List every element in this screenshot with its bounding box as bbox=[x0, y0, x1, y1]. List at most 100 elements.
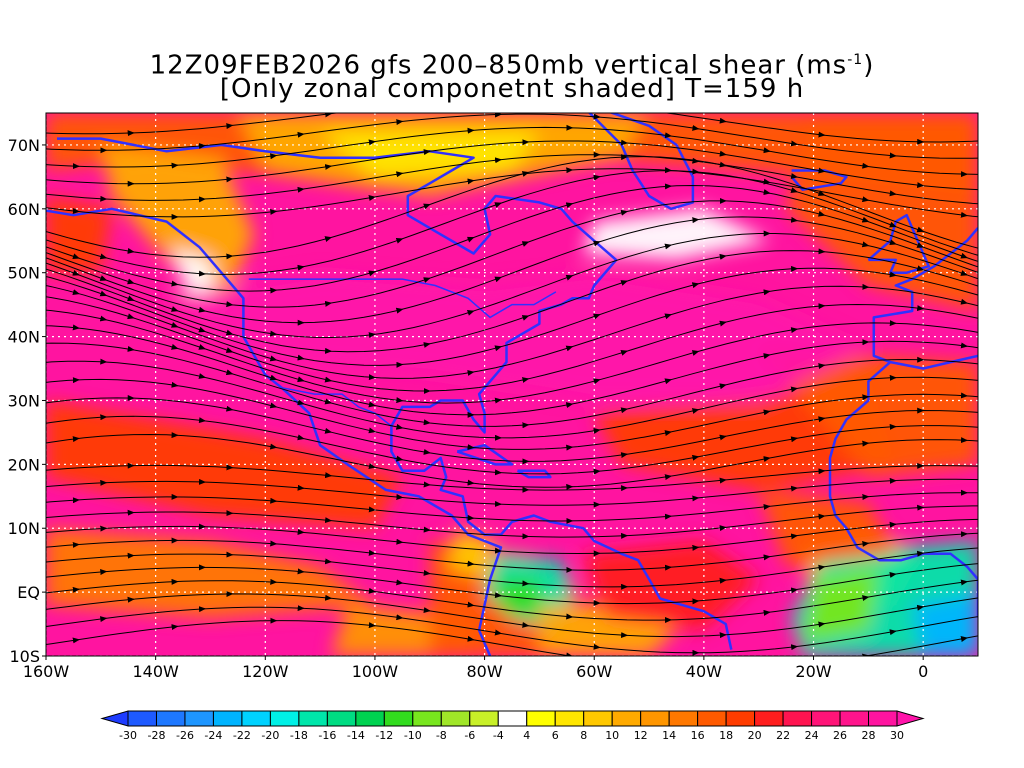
streamline-arrow bbox=[269, 355, 278, 362]
streamline-arrow bbox=[226, 301, 234, 308]
shading-region bbox=[46, 196, 112, 273]
streamline-arrow bbox=[916, 604, 925, 611]
streamline-arrow bbox=[198, 143, 206, 150]
streamline bbox=[46, 464, 978, 491]
streamline-arrow bbox=[862, 540, 870, 547]
colorbar-swatch bbox=[497, 710, 528, 727]
streamline-arrow bbox=[521, 315, 530, 321]
streamline-arrow bbox=[960, 252, 968, 259]
coastline bbox=[516, 469, 552, 479]
streamline bbox=[46, 518, 978, 555]
colorbar-swatch bbox=[269, 710, 300, 727]
lon-tick-label: 140W bbox=[132, 662, 179, 681]
streamline-arrow bbox=[494, 202, 502, 208]
streamline bbox=[46, 532, 978, 571]
colorbar-swatch bbox=[782, 710, 813, 727]
streamline-arrow bbox=[423, 448, 431, 455]
colorbar-label: 8 bbox=[580, 729, 587, 742]
streamline-arrow bbox=[790, 216, 799, 223]
streamline-arrow bbox=[790, 436, 799, 443]
streamline-arrow bbox=[368, 549, 376, 556]
streamline-arrow bbox=[297, 186, 305, 193]
streamline-arrow bbox=[198, 306, 206, 313]
colorbar-label: 4 bbox=[523, 729, 530, 742]
colorbar-swatch bbox=[868, 710, 898, 727]
streamline bbox=[46, 478, 978, 506]
colorbar-label: 30 bbox=[890, 729, 904, 742]
streamline-arrow bbox=[423, 569, 431, 576]
streamline-arrow bbox=[719, 253, 727, 260]
streamline-arrow bbox=[324, 163, 333, 170]
streamline-arrow bbox=[593, 468, 601, 475]
streamline-arrow bbox=[297, 376, 305, 383]
colorbar-label: 18 bbox=[719, 729, 733, 742]
streamline-arrow bbox=[566, 613, 574, 620]
streamline bbox=[46, 593, 978, 638]
streamline-arrow bbox=[368, 270, 376, 277]
streamline-arrow bbox=[423, 419, 431, 426]
streamline-arrow bbox=[494, 629, 502, 636]
streamline-arrow bbox=[368, 506, 376, 513]
plot-area bbox=[46, 107, 978, 656]
lat-tick-label: 70N bbox=[8, 136, 40, 155]
streamline-arrow bbox=[423, 203, 431, 210]
streamline-arrow bbox=[692, 495, 700, 502]
streamline-arrow bbox=[566, 444, 574, 451]
streamline-arrow bbox=[99, 616, 108, 623]
streamline-arrow bbox=[691, 350, 700, 356]
streamline-arrow bbox=[297, 131, 305, 138]
lat-tick-label: 20N bbox=[8, 455, 40, 474]
streamline-arrow bbox=[170, 322, 179, 328]
streamline-arrow bbox=[763, 189, 771, 196]
streamline-arrow bbox=[691, 408, 700, 414]
streamline-arrow bbox=[960, 636, 968, 642]
colorbar-label: 28 bbox=[862, 729, 876, 742]
streamline-arrow bbox=[270, 208, 278, 215]
streamline-arrow bbox=[960, 298, 968, 305]
streamline-arrow bbox=[790, 644, 799, 651]
colorbar-swatch bbox=[697, 710, 727, 727]
streamline-arrow bbox=[467, 479, 475, 486]
colorbar-label: -26 bbox=[176, 729, 194, 742]
streamline-arrow bbox=[324, 594, 333, 601]
colorbar-swatch bbox=[127, 710, 157, 727]
colorbar-label: 14 bbox=[662, 729, 676, 742]
streamline-arrow bbox=[99, 275, 108, 281]
streamline-arrow bbox=[916, 550, 925, 557]
streamline-arrow bbox=[664, 313, 672, 320]
streamline-arrow bbox=[72, 270, 80, 276]
streamline-arrow bbox=[396, 397, 404, 404]
streamline-arrow bbox=[889, 572, 897, 578]
streamline-arrow bbox=[324, 472, 333, 479]
colorbar-swatch bbox=[469, 710, 499, 727]
streamline-arrow bbox=[72, 253, 80, 260]
streamline bbox=[46, 200, 978, 308]
streamline bbox=[46, 216, 978, 324]
streamline-arrow bbox=[494, 397, 502, 404]
streamline-arrow bbox=[467, 370, 475, 376]
streamline-arrow bbox=[790, 173, 799, 179]
lat-tick-label: 60N bbox=[8, 200, 40, 219]
shading-region bbox=[46, 400, 403, 529]
streamline-arrow bbox=[368, 463, 376, 470]
streamline bbox=[46, 168, 978, 218]
streamline bbox=[46, 126, 978, 175]
streamline-arrow bbox=[622, 107, 628, 108]
colorbar-swatch bbox=[668, 710, 699, 727]
colorbar-label: 6 bbox=[552, 729, 559, 742]
streamline-arrow bbox=[368, 427, 376, 434]
streamline-arrow bbox=[171, 381, 179, 388]
unit-superscript: -1 bbox=[847, 52, 864, 68]
streamline-arrow bbox=[72, 324, 80, 331]
streamline-arrow bbox=[269, 402, 278, 409]
streamline-arrow bbox=[395, 307, 404, 314]
streamline-arrow bbox=[719, 383, 727, 390]
streamline-arrow bbox=[324, 427, 333, 434]
streamline-arrow bbox=[862, 394, 870, 401]
streamline-arrow bbox=[198, 417, 206, 424]
lat-tick-label: EQ bbox=[17, 583, 40, 602]
streamline-arrow bbox=[396, 119, 404, 126]
lon-tick-label: 0 bbox=[918, 662, 928, 681]
streamline-arrow bbox=[324, 300, 333, 307]
colorbar-label: -4 bbox=[493, 729, 504, 742]
